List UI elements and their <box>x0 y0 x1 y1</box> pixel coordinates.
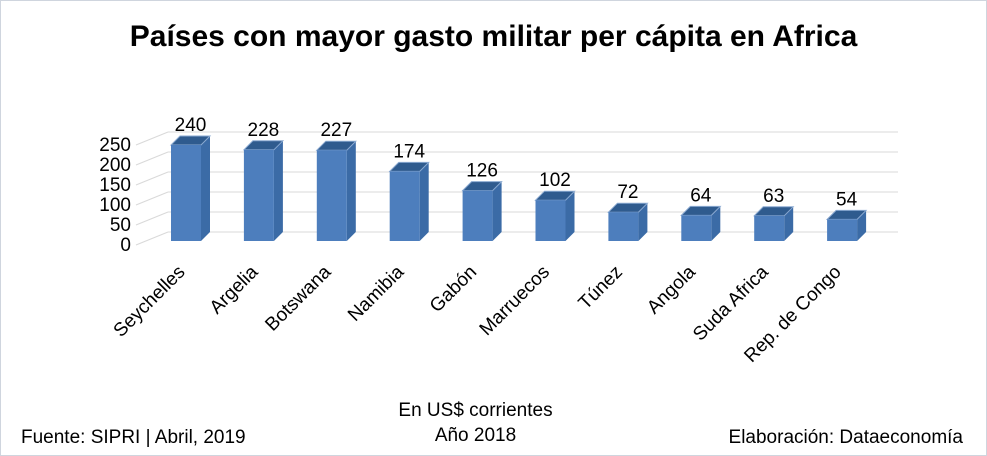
bar-value-label: 228 <box>248 120 280 141</box>
chart-note-line1: En US$ corrientes <box>398 400 553 421</box>
bar-value-label: 240 <box>175 115 207 136</box>
bar-side-face <box>638 203 648 241</box>
y-tick-label: 50 <box>110 215 131 236</box>
y-tick-label: 0 <box>120 235 131 256</box>
bar-side-face <box>565 191 575 241</box>
elaboration-text: Elaboración: Dataeconomía <box>728 427 963 448</box>
bar-side-face <box>273 140 283 241</box>
bar-side-face <box>857 210 867 241</box>
chart-note-line2: Año 2018 <box>434 425 517 446</box>
bar-value-label: 126 <box>466 161 498 182</box>
x-category-label: Marruecos <box>476 262 554 340</box>
bar-side-face <box>346 141 356 241</box>
gridline-depth-connector <box>135 151 169 166</box>
gridline-depth-connector <box>135 191 169 206</box>
bar <box>171 145 201 241</box>
y-tick-label: 100 <box>99 195 131 216</box>
x-category-label: Gabón <box>426 262 481 317</box>
gridline-depth-connector <box>135 131 169 146</box>
x-category-label: Angola <box>643 261 700 318</box>
bar <box>243 149 274 241</box>
y-tick-label: 200 <box>99 155 131 176</box>
bar-value-label: 54 <box>836 189 858 210</box>
gridline-depth-connector <box>135 211 169 226</box>
bar-side-face <box>201 136 210 241</box>
gridline-depth-connector <box>135 171 169 186</box>
bar-value-label: 174 <box>393 141 425 162</box>
bar <box>389 171 420 241</box>
bar <box>316 150 347 241</box>
bar-value-label: 72 <box>617 182 638 203</box>
bar <box>535 200 566 241</box>
chart-note: En US$ corrientes Año 2018 <box>1 398 950 448</box>
bar <box>608 212 639 241</box>
bar-value-label: 102 <box>539 170 571 191</box>
y-tick-label: 250 <box>99 135 131 156</box>
bar <box>827 219 858 241</box>
x-category-label: Botswana <box>261 261 335 335</box>
x-category-label: Argelia <box>206 261 263 318</box>
bar-side-face <box>419 162 429 241</box>
bar-side-face <box>492 181 502 241</box>
bar <box>754 215 785 241</box>
bar-side-face <box>711 206 721 241</box>
chart-title-text: Países con mayor gasto militar per cápit… <box>129 20 858 53</box>
bar <box>462 190 493 241</box>
bar-value-label: 64 <box>690 185 712 206</box>
x-category-label: Túnez <box>575 262 627 314</box>
chart-title: Países con mayor gasto militar per cápit… <box>1 14 986 59</box>
source-text: Fuente: SIPRI | Abril, 2019 <box>21 427 246 448</box>
x-category-label: Namibia <box>344 261 408 325</box>
y-tick-label: 150 <box>99 175 131 196</box>
bar-value-label: 227 <box>320 120 352 141</box>
bar-value-label: 63 <box>763 186 784 207</box>
bar-side-face <box>784 206 794 241</box>
gridline-depth-connector <box>135 231 169 246</box>
bar <box>681 215 712 241</box>
x-category-label: Seychelles <box>110 262 190 342</box>
